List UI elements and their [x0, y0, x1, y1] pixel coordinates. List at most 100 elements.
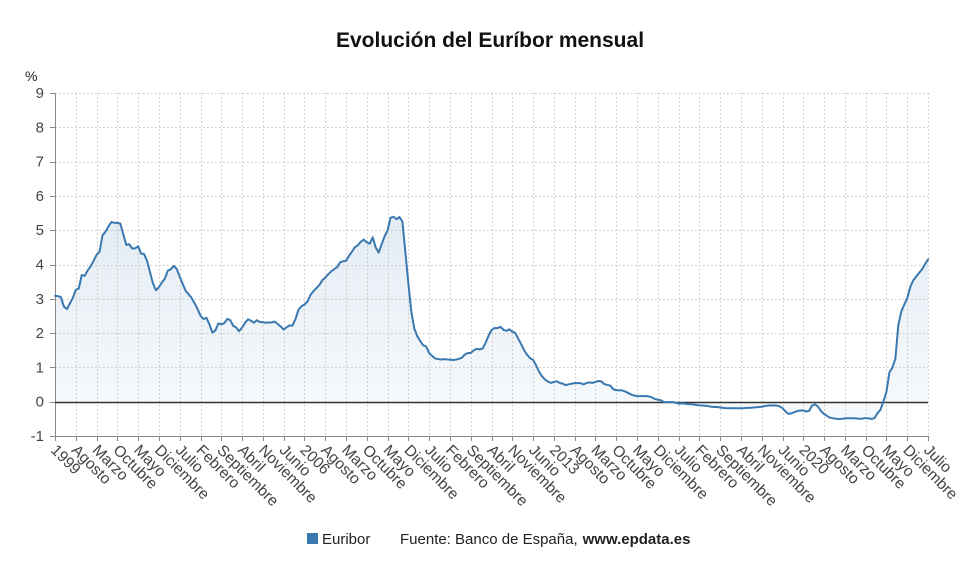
euribor-area — [55, 216, 928, 420]
euribor-point — [876, 411, 880, 415]
euribor-point — [484, 341, 488, 345]
euribor-point — [136, 244, 140, 248]
euribor-point — [106, 224, 110, 228]
y-tick-label: 7 — [36, 154, 44, 171]
euribor-point — [142, 252, 146, 256]
euribor-point — [816, 405, 820, 409]
euribor-point — [323, 276, 327, 280]
y-tick-label: -1 — [31, 428, 44, 445]
euribor-point — [415, 334, 419, 338]
euribor-point — [296, 308, 300, 312]
legend-swatch-euribor — [307, 533, 318, 544]
euribor-point — [127, 242, 131, 246]
euribor-point — [887, 370, 891, 374]
euribor-point — [599, 379, 603, 383]
euribor-point — [380, 242, 384, 246]
euribor-point — [86, 268, 90, 272]
euribor-point — [145, 259, 149, 263]
euribor-point — [172, 264, 176, 268]
euribor-point — [412, 326, 416, 330]
euribor-point — [819, 409, 823, 413]
axes — [50, 93, 929, 441]
euribor-point — [160, 280, 164, 284]
y-tick-label: 6 — [36, 188, 44, 205]
euribor-point — [175, 267, 179, 271]
euribor-point — [386, 228, 390, 232]
euribor-point — [190, 296, 194, 300]
euribor-point — [424, 344, 428, 348]
euribor-point — [427, 351, 431, 355]
source-label: Fuente: Banco de España, — [400, 531, 578, 548]
source-site: www.epdata.es — [582, 531, 691, 548]
euribor-point — [294, 317, 298, 321]
euribor-point — [899, 310, 903, 314]
euribor-point — [890, 366, 894, 370]
euribor-point — [89, 264, 93, 268]
source-note: Fuente: Banco de España, www.epdata.es — [400, 531, 690, 548]
euribor-point — [83, 274, 87, 278]
euribor-point — [121, 232, 125, 236]
euribor-point — [608, 384, 612, 388]
euribor-point — [383, 234, 387, 238]
euribor-point — [151, 282, 155, 286]
y-tick-label: 9 — [36, 85, 44, 102]
euribor-point — [196, 307, 200, 311]
euribor-point — [181, 282, 185, 286]
series-layer — [54, 215, 929, 421]
euribor-point — [905, 296, 909, 300]
euribor-point — [240, 326, 244, 330]
euribor-point — [311, 289, 315, 293]
euribor-point — [344, 259, 348, 263]
euribor-point — [291, 324, 295, 328]
euribor-point — [169, 267, 173, 271]
euribor-point — [487, 334, 491, 338]
legend-item-euribor[interactable]: Euribor — [307, 531, 370, 548]
euribor-point — [68, 302, 72, 306]
euribor-point — [71, 296, 75, 300]
euribor-point — [326, 272, 330, 276]
euribor-point — [878, 408, 882, 412]
euribor-point — [418, 339, 422, 343]
euribor-point — [519, 342, 523, 346]
euribor-point — [377, 251, 381, 255]
euribor-point — [350, 250, 354, 254]
euribor-point — [204, 316, 208, 320]
y-tick-label: 8 — [36, 119, 44, 136]
y-tick-label: 4 — [36, 257, 44, 274]
euribor-point — [305, 300, 309, 304]
euribor-point — [513, 331, 517, 335]
euribor-point — [902, 303, 906, 307]
euribor-point — [154, 288, 158, 292]
euribor-point — [98, 250, 102, 254]
y-tick-label: 0 — [36, 394, 44, 411]
euribor-point — [920, 267, 924, 271]
euribor-point — [234, 326, 238, 330]
euribor-point — [317, 283, 321, 287]
euribor-point — [148, 270, 152, 274]
euribor-point — [92, 259, 96, 263]
euribor-point — [807, 409, 811, 413]
euribor-line — [54, 215, 929, 421]
euribor-point — [498, 325, 502, 329]
euribor-point — [163, 277, 167, 281]
area-layer — [55, 216, 928, 420]
euribor-point — [368, 242, 372, 246]
euribor-point — [213, 328, 217, 332]
euribor-point — [314, 286, 318, 290]
euribor-point — [884, 390, 888, 394]
euribor-point — [914, 275, 918, 279]
y-tick-label: 3 — [36, 291, 44, 308]
euribor-point — [184, 289, 188, 293]
euribor-point — [228, 318, 232, 322]
euribor-point — [781, 406, 785, 410]
euribor-point — [911, 278, 915, 282]
euribor-point — [187, 292, 191, 296]
euribor-point — [308, 293, 312, 297]
euribor-point — [896, 323, 900, 327]
y-axis-tick-labels: 9 8 7 6 5 4 3 2 1 0 -1 — [31, 85, 44, 445]
y-tick-label: 2 — [36, 325, 44, 342]
euribor-point — [537, 370, 541, 374]
euribor-point — [335, 265, 339, 269]
euribor-point — [908, 285, 912, 289]
